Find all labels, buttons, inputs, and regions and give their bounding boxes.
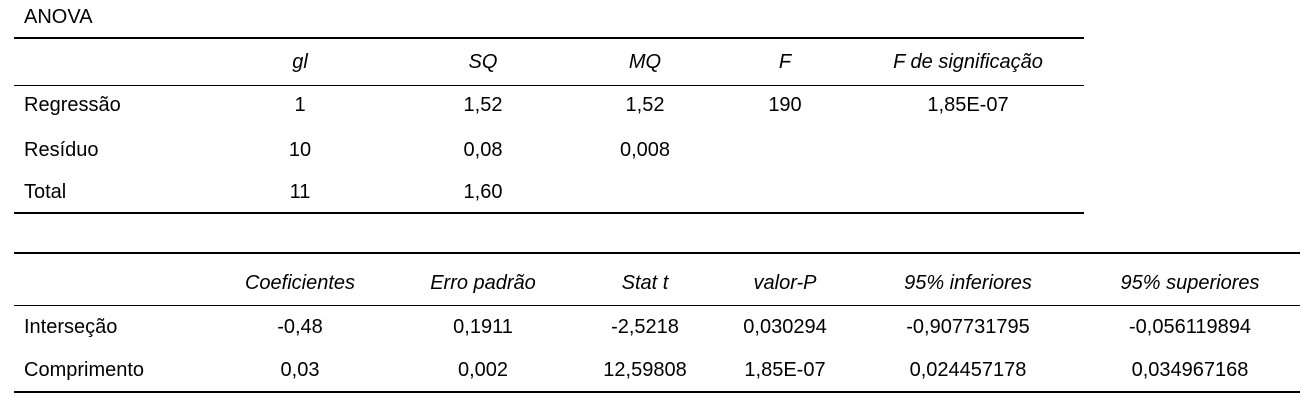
cell: 12,59808 <box>603 359 687 381</box>
cell: 0,030294 <box>743 316 827 338</box>
cell: 0,03 <box>280 359 320 381</box>
column-header: F de significação <box>893 51 1043 73</box>
column-header: SQ <box>468 51 498 73</box>
rule <box>14 85 1084 86</box>
cell: 1 <box>294 94 306 116</box>
row-label: Interseção <box>24 316 118 338</box>
column-header: Coeficientes <box>244 272 356 294</box>
cell: -2,5218 <box>611 316 679 338</box>
rule <box>14 212 1084 214</box>
row-label: Comprimento <box>24 359 145 381</box>
column-header: F <box>778 51 792 73</box>
cell: 0,008 <box>619 139 671 161</box>
column-header: MQ <box>628 51 662 73</box>
cell: -0,056119894 <box>1129 316 1251 338</box>
cell: 10 <box>288 139 312 161</box>
column-header: valor-P <box>753 272 817 294</box>
rule <box>14 391 1300 393</box>
rule <box>14 37 1084 39</box>
row-label: Total <box>24 181 67 203</box>
column-header: 95% superiores <box>1120 272 1260 294</box>
cell: -0,48 <box>277 316 323 338</box>
cell: 1,52 <box>463 94 503 116</box>
row-label: Resíduo <box>24 139 99 161</box>
cell: 0,034967168 <box>1131 359 1249 381</box>
cell: 1,85E-07 <box>927 94 1009 116</box>
cell: 11 <box>289 181 311 203</box>
rule <box>14 252 1300 254</box>
cell: 0,1911 <box>453 316 513 338</box>
cell: -0,907731795 <box>906 316 1030 338</box>
column-header: Stat t <box>621 272 669 294</box>
cell: 1,52 <box>625 94 665 116</box>
column-header: 95% inferiores <box>904 272 1032 294</box>
rule <box>14 305 1300 306</box>
column-header: Erro padrão <box>430 272 536 294</box>
cell: 0,002 <box>457 359 509 381</box>
cell: 0,08 <box>463 139 503 161</box>
table-title: ANOVA <box>24 6 93 28</box>
cell: 1,60 <box>463 181 503 203</box>
cell: 190 <box>768 94 802 116</box>
cell: 1,85E-07 <box>744 359 826 381</box>
row-label: Regressão <box>24 94 121 116</box>
column-header: gl <box>292 51 308 73</box>
cell: 0,024457178 <box>909 359 1027 381</box>
